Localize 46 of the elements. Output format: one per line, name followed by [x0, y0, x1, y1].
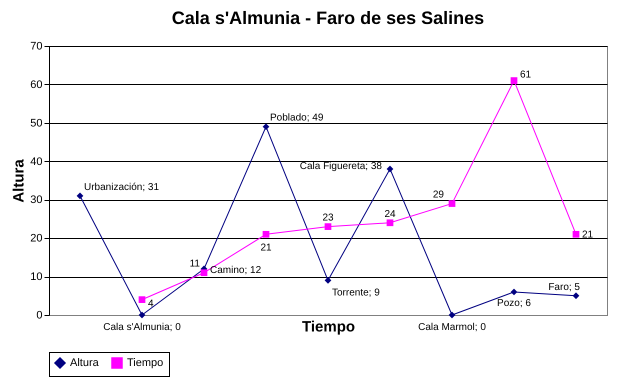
chart-title: Cala s'Almunia - Faro de ses Salines [172, 8, 484, 28]
data-label: 4 [148, 298, 154, 310]
data-label: Torrente; 9 [332, 287, 380, 298]
data-label: Urbanización; 31 [84, 182, 160, 193]
data-label: 21 [582, 229, 594, 240]
data-label: 29 [432, 190, 444, 201]
point [510, 288, 518, 296]
point [572, 230, 580, 238]
point [138, 312, 146, 318]
y-tick-label: 10 [30, 271, 42, 284]
data-label: Faro; 5 [548, 282, 580, 293]
y-tick-label: 30 [30, 194, 42, 206]
data-label: Cala Marmol; 0 [418, 322, 486, 333]
y-tick-label: 50 [30, 117, 42, 130]
point [138, 296, 146, 303]
y-tick-label: 0 [36, 310, 42, 322]
point [76, 192, 84, 200]
legend-label: Altura [70, 357, 100, 369]
legend-label: Tiempo [127, 357, 164, 369]
point [262, 230, 270, 238]
data-label: Poblado; 49 [270, 112, 324, 124]
y-tick-label: 70 [30, 40, 42, 52]
point [324, 223, 332, 230]
point [572, 292, 580, 300]
data-label: Camino; 12 [210, 264, 262, 276]
data-label: Cala Figuereta; 38 [300, 160, 382, 172]
data-label: Pozo; 6 [497, 298, 532, 309]
point [324, 277, 332, 284]
y-tick-label: 60 [30, 78, 42, 91]
point [448, 312, 456, 318]
y-axis-title: Altura [10, 158, 28, 203]
data-label: 24 [384, 208, 396, 220]
point [386, 219, 394, 226]
data-label: 23 [322, 212, 334, 224]
x-axis-title: Tiempo [302, 318, 356, 336]
y-tick-label: 20 [30, 232, 42, 245]
point [262, 123, 270, 130]
point [448, 200, 456, 207]
point [200, 269, 208, 276]
point [510, 77, 518, 84]
data-label: Cala s'Almunia; 0 [103, 322, 182, 333]
point [386, 166, 394, 172]
data-label: 61 [520, 70, 532, 81]
data-label: 21 [260, 242, 272, 254]
y-tick-label: 40 [30, 156, 42, 168]
data-label: 11 [190, 258, 200, 270]
